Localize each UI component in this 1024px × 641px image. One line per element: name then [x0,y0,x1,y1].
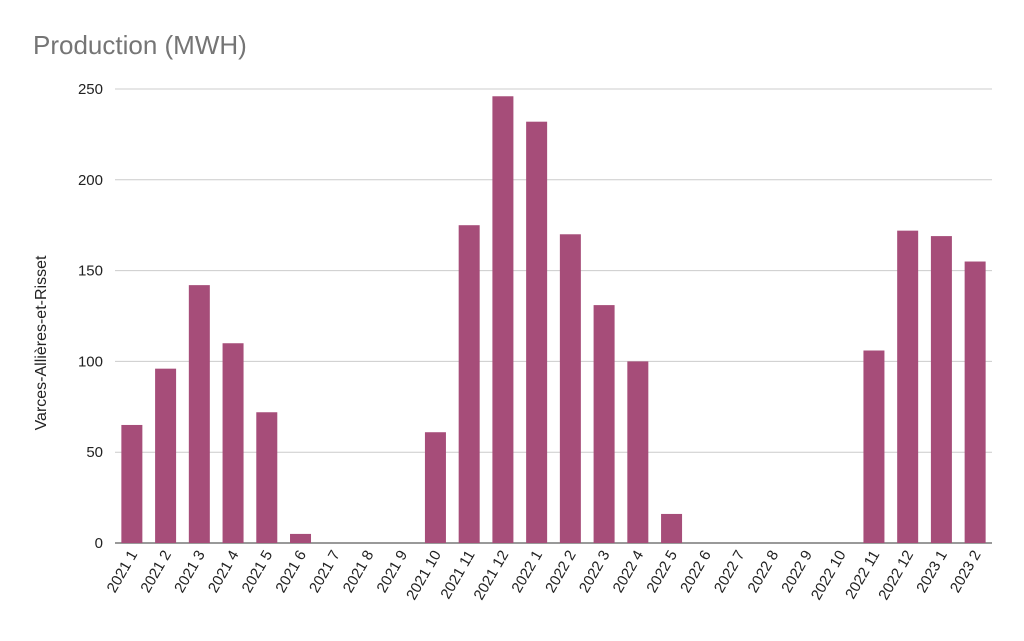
x-tick-label: 2021 3 [171,548,209,596]
bar [863,350,885,543]
x-tick-label: 2022 8 [745,548,783,596]
gridlines [115,88,992,544]
bar [256,412,278,543]
x-tick-label: 2021 1 [104,548,142,596]
bar [492,96,514,543]
x-tick-label: 2022 4 [610,548,648,596]
bar [188,285,210,543]
bar [930,236,952,543]
y-tick-label: 200 [78,172,103,189]
y-tick-label: 50 [86,444,103,461]
x-tick-label: 2022 6 [677,548,715,596]
x-tick-label: 2022 3 [576,548,614,596]
bar [593,305,615,543]
bar [290,533,312,543]
bar [526,121,548,544]
y-tick-labels: 0 50 100 150 200 250 [78,81,103,552]
y-tick-label: 100 [78,353,103,370]
bars [121,96,986,544]
bar [897,230,919,543]
bar [964,261,986,543]
x-tick-label: 2022 5 [643,548,681,596]
x-tick-label: 2021 4 [205,548,243,596]
bar [627,361,649,543]
y-tick-label: 250 [78,81,103,98]
x-tick-label: 2021 8 [340,548,378,596]
x-tick-label: 2022 2 [542,548,580,596]
y-tick-label: 150 [78,263,103,280]
x-tick-label: 2021 6 [272,548,310,596]
x-tick-label: 2021 2 [137,548,175,596]
bar [661,513,683,543]
x-tick-label: 2022 1 [508,548,546,596]
bar [121,424,143,543]
x-tick-label: 2023 2 [947,548,985,596]
bar [559,234,581,543]
x-tick-label: 2021 5 [239,548,277,596]
x-tick-label: 2021 7 [306,548,344,596]
x-tick-label: 2023 1 [913,548,951,596]
y-tick-label: 0 [95,535,103,552]
bar [424,432,446,543]
bar [222,343,244,543]
bar [155,368,177,543]
y-axis-label: Varces-Allières-et-Risset [33,255,50,430]
x-tick-label: 2022 7 [711,548,749,596]
bar [458,225,480,543]
chart-title: Production (MWH) [33,30,247,60]
